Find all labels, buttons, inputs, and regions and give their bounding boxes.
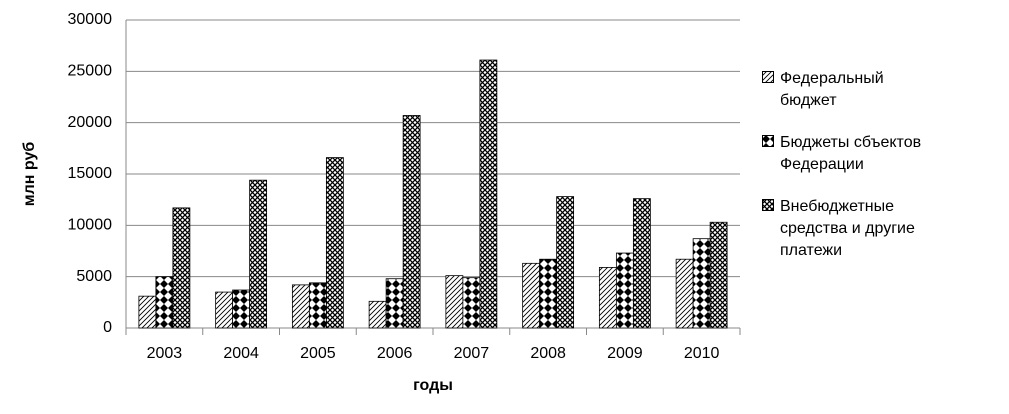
bar — [556, 196, 575, 329]
legend-swatch-fill — [762, 71, 774, 83]
y-tick-label: 25000 — [68, 63, 113, 80]
legend: Федеральный бюджет Бюджеты сбъектов Федер… — [762, 68, 942, 282]
legend-item: Федеральный бюджет — [762, 68, 942, 112]
legend-item: Бюджеты сбъектов Федерации — [762, 132, 942, 176]
x-tick-label: 2008 — [530, 345, 566, 362]
bar — [232, 289, 251, 329]
bar — [215, 291, 234, 329]
x-tick-label: 2003 — [147, 345, 183, 362]
legend-label: Бюджеты сбъектов Федерации — [780, 134, 922, 173]
bar — [709, 221, 728, 329]
x-tick-label: 2010 — [684, 345, 720, 362]
bar — [522, 262, 541, 329]
bar — [385, 278, 404, 329]
x-tick-label: 2007 — [454, 345, 490, 362]
bar — [249, 179, 268, 329]
legend-swatch-fill — [762, 199, 774, 211]
x-tick-label: 2005 — [300, 345, 336, 362]
y-tick-label: 0 — [103, 319, 112, 336]
bar — [539, 258, 558, 329]
bar — [138, 295, 157, 329]
bar — [462, 277, 481, 329]
bar — [445, 275, 464, 329]
y-tick-label: 30000 — [68, 11, 113, 28]
y-axis-label: млн руб — [21, 142, 38, 207]
legend-label: Внебюджетные средства и другие платежи — [780, 198, 915, 259]
bar — [479, 59, 498, 329]
x-tick-label: 2004 — [223, 345, 259, 362]
bar — [172, 207, 191, 329]
y-tick-label: 10000 — [68, 217, 113, 234]
y-tick-label: 5000 — [76, 268, 112, 285]
bar — [675, 258, 694, 329]
legend-swatch — [762, 199, 774, 211]
legend-item: Внебюджетные средства и другие платежи — [762, 196, 942, 262]
bar — [598, 267, 617, 329]
bar — [368, 300, 387, 329]
x-tick-label: 2006 — [377, 345, 413, 362]
legend-swatch — [762, 71, 774, 83]
legend-swatch-fill — [762, 135, 774, 147]
bar — [308, 282, 327, 329]
bar — [692, 238, 711, 329]
legend-swatch — [762, 135, 774, 147]
y-tick-label: 15000 — [68, 165, 113, 182]
legend-label: Федеральный бюджет — [780, 70, 884, 109]
bar — [325, 157, 344, 329]
bar — [155, 276, 174, 329]
bar — [615, 252, 634, 329]
bar — [632, 198, 651, 329]
x-axis-label: годы — [413, 377, 453, 394]
x-tick-label: 2009 — [607, 345, 643, 362]
bar — [402, 115, 421, 329]
bar — [291, 284, 310, 329]
y-tick-label: 20000 — [68, 114, 113, 131]
